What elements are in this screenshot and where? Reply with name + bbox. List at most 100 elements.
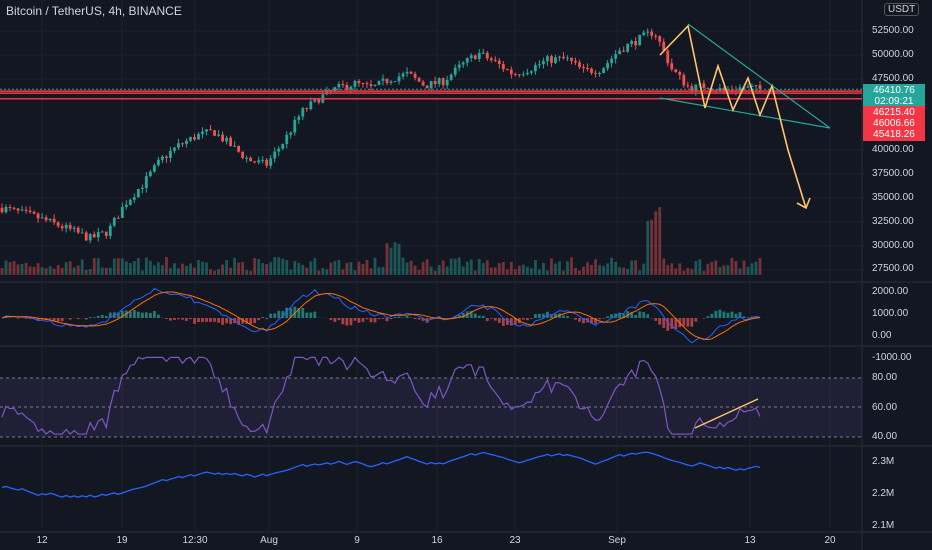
macd-histogram-bar xyxy=(501,318,505,326)
macd-histogram-bar xyxy=(108,312,112,318)
macd-histogram-bar xyxy=(377,318,381,320)
volume-bar xyxy=(634,260,638,275)
candle-body xyxy=(48,218,52,221)
candle-body xyxy=(201,131,204,135)
volume-bar xyxy=(44,268,48,275)
macd-histogram-bar xyxy=(413,318,417,320)
candle-body xyxy=(718,88,722,91)
volume-bar xyxy=(80,259,84,275)
candle-body xyxy=(265,159,269,166)
macd-histogram-bar xyxy=(285,307,289,318)
macd-histogram-bar xyxy=(373,318,377,323)
macd-histogram-bar xyxy=(24,318,28,319)
volume-bar xyxy=(253,258,257,275)
candle-body xyxy=(702,83,706,88)
volume-bar xyxy=(181,263,184,275)
candle-body xyxy=(112,217,116,226)
candle-body xyxy=(341,83,345,85)
candle-body xyxy=(161,156,164,160)
volume-bar xyxy=(28,266,32,275)
candle-body xyxy=(273,151,277,159)
macd-histogram-bar xyxy=(297,307,301,318)
macd-histogram-bar xyxy=(702,318,706,319)
volume-bar xyxy=(269,262,273,275)
volume-bar xyxy=(157,262,160,275)
macd-histogram-bar xyxy=(622,313,626,318)
macd-histogram-bar xyxy=(417,318,421,320)
macd-histogram-bar xyxy=(209,318,212,323)
horizontal-levels[interactable] xyxy=(0,88,862,100)
candle-body xyxy=(353,80,357,87)
candle-body xyxy=(521,74,525,76)
volume-bar xyxy=(558,261,561,275)
volume-bar xyxy=(60,267,64,275)
candle-body xyxy=(377,80,381,85)
candle-body xyxy=(357,80,361,84)
volume-bar xyxy=(385,243,389,275)
candle-body xyxy=(373,84,377,87)
candle-body xyxy=(758,85,762,89)
candle-body xyxy=(574,60,577,63)
volume-bar xyxy=(317,270,321,275)
volume-bar xyxy=(213,270,216,275)
candle-body xyxy=(165,156,168,158)
macd-histogram-bar xyxy=(630,311,634,318)
macd-histogram-bar xyxy=(614,313,618,318)
candle-body xyxy=(108,225,112,236)
volume-bar xyxy=(658,207,662,275)
volume-bar xyxy=(445,266,449,275)
candle-body xyxy=(534,65,537,72)
volume-bar xyxy=(477,259,481,275)
macd-histogram-bar xyxy=(76,318,80,319)
volume-bar xyxy=(425,259,429,275)
candle-body xyxy=(365,83,369,85)
macd-histogram-bar xyxy=(646,314,650,318)
macd-histogram-bar xyxy=(140,312,144,318)
time-tick: 12 xyxy=(36,535,48,546)
macd-histogram-bar xyxy=(96,315,100,318)
candle-body xyxy=(505,69,509,71)
volume-bar xyxy=(497,263,501,275)
volume-bar xyxy=(32,266,36,275)
rsi-tick: 60.00 xyxy=(872,402,898,413)
macd-histogram-bar xyxy=(60,318,64,322)
volume-bar xyxy=(173,263,176,275)
rsi-divergence-line xyxy=(694,398,759,429)
volume-bar xyxy=(718,267,722,275)
volume-bar xyxy=(493,267,497,275)
macd-histogram-bar xyxy=(253,318,257,324)
candle-body xyxy=(610,58,614,64)
volume-bar xyxy=(265,264,269,275)
volume-bar xyxy=(433,270,437,275)
macd-histogram-bar xyxy=(381,318,385,319)
macd-histogram-bar xyxy=(477,315,481,318)
candle-body xyxy=(181,143,184,145)
candle-body xyxy=(100,231,104,233)
candle-body xyxy=(513,74,517,76)
symbol-title[interactable]: Bitcoin / TetherUS, 4h, BINANCE xyxy=(6,4,182,18)
macd-histogram-bar xyxy=(36,318,40,321)
macd-histogram-bar xyxy=(666,318,670,331)
candle-body xyxy=(209,129,212,131)
candle-body xyxy=(542,61,545,65)
macd-histogram-bar xyxy=(754,316,758,318)
volume-bar xyxy=(16,264,20,275)
current-price-label: 46410.76 xyxy=(863,84,925,97)
candle-body xyxy=(40,217,44,219)
volume-bar xyxy=(614,261,618,275)
candle-body xyxy=(84,232,88,241)
candle-body xyxy=(257,160,261,163)
volume-bar xyxy=(120,258,124,275)
candle-body xyxy=(140,187,144,190)
volume-bar xyxy=(754,261,758,275)
macd-histogram-bar xyxy=(333,318,337,322)
candle-body xyxy=(189,136,192,141)
volume-bar xyxy=(189,263,192,275)
volume-bar xyxy=(345,262,349,275)
currency-badge[interactable]: USDT xyxy=(884,3,920,16)
macd-histogram-bar xyxy=(662,318,666,328)
drawing-annotations[interactable] xyxy=(659,23,831,210)
candle-body xyxy=(646,31,650,33)
macd-histogram-bar xyxy=(405,316,409,318)
